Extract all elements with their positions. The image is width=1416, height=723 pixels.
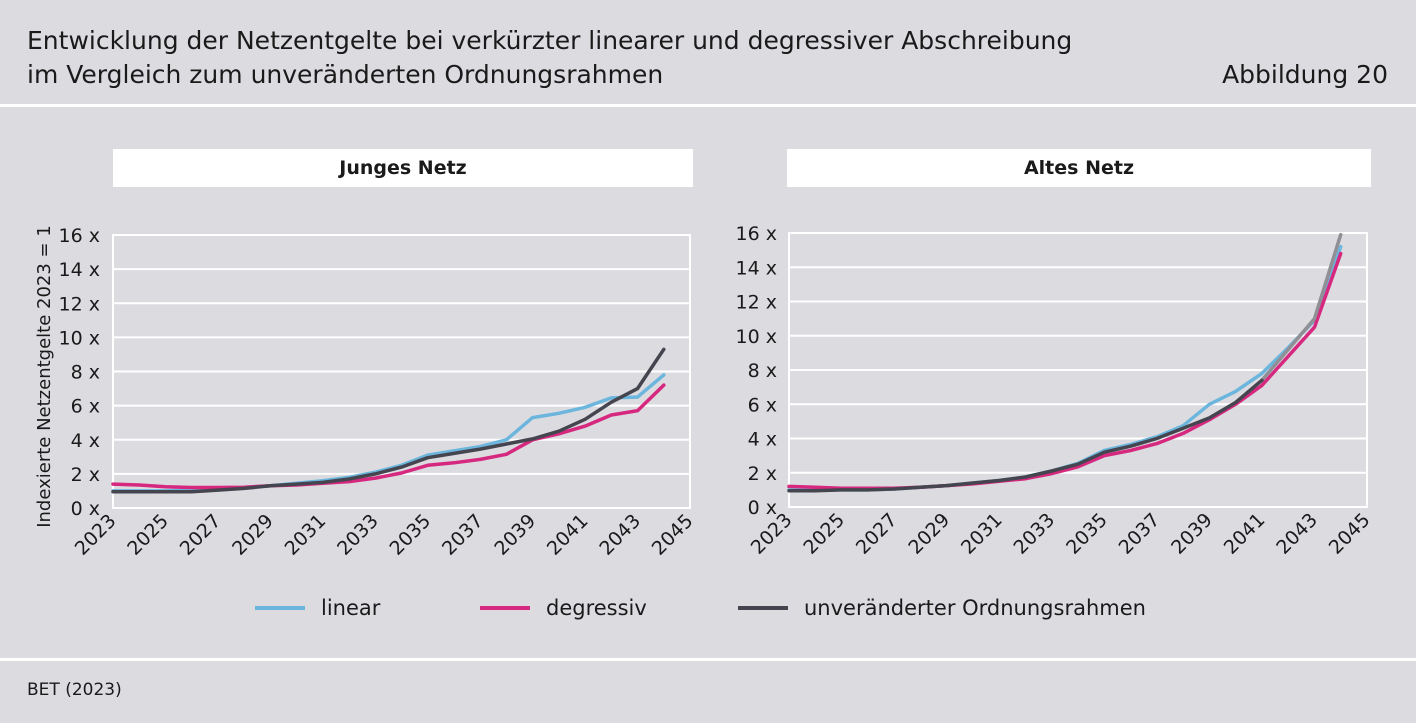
panel-title-right: Altes Netz (787, 149, 1371, 187)
title-line-1: Entwicklung der Netzentgelte bei verkürz… (27, 26, 1073, 55)
legend-swatch-degressiv (480, 606, 530, 610)
x-tick-label-0-10: 2043 (595, 510, 645, 560)
x-tick-label-1-7: 2037 (1115, 509, 1165, 559)
legend-swatch-unveraendert (738, 606, 788, 610)
legend-label-unveraendert: unveränderter Ordnungsrahmen (804, 596, 1146, 620)
x-tick-label-0-6: 2035 (386, 510, 436, 560)
series-line-1-2 (787, 378, 1264, 493)
x-tick-label-0-3: 2029 (228, 510, 278, 560)
x-tick-label-1-1: 2025 (799, 509, 849, 559)
y-tick-label-1-7: 14 x (736, 257, 777, 279)
y-tick-label-1-6: 12 x (736, 292, 777, 314)
title-line-2: im Vergleich zum unveränderten Ordnungsr… (27, 60, 664, 89)
x-tick-label-0-1: 2025 (123, 510, 173, 560)
x-tick-label-0-5: 2033 (333, 510, 383, 560)
legend-swatch-linear (255, 606, 305, 610)
bottom-divider (0, 658, 1416, 661)
x-tick-label-0-2: 2027 (176, 510, 226, 560)
x-tick-label-1-11: 2045 (1325, 509, 1375, 559)
x-tick-label-1-9: 2041 (1220, 509, 1270, 559)
y-tick-label-0-3: 6 x (71, 396, 100, 418)
y-tick-label-0-1: 2 x (71, 464, 100, 486)
y-tick-label-0-7: 14 x (59, 259, 100, 281)
top-divider (0, 104, 1416, 107)
y-tick-label-0-4: 8 x (71, 362, 100, 384)
legend-item-linear: linear (255, 594, 380, 622)
x-tick-label-1-2: 2027 (852, 509, 902, 559)
x-tick-label-1-6: 2035 (1062, 509, 1112, 559)
x-tick-label-0-4: 2031 (281, 510, 331, 560)
y-tick-label-1-4: 8 x (748, 360, 777, 382)
y-axis-label: Indexierte Netzentgelte 2023 = 1 (34, 225, 55, 528)
x-tick-label-0-8: 2039 (490, 510, 540, 560)
figure-label: Abbildung 20 (1222, 60, 1388, 89)
x-tick-label-0-9: 2041 (543, 510, 593, 560)
series-line-0-1 (111, 383, 666, 490)
x-tick-label-1-10: 2043 (1272, 509, 1322, 559)
y-tick-label-1-2: 4 x (748, 429, 777, 451)
y-tick-label-0-2: 4 x (71, 430, 100, 452)
legend-item-degressiv: degressiv (480, 594, 647, 622)
y-tick-label-0-8: 16 x (59, 225, 100, 247)
x-tick-label-1-3: 2029 (904, 509, 954, 559)
y-tick-label-1-3: 6 x (748, 394, 777, 416)
y-tick-label-0-5: 10 x (59, 327, 100, 349)
y-tick-label-1-8: 16 x (736, 223, 777, 245)
y-tick-label-1-1: 2 x (748, 463, 777, 485)
y-tick-label-0-6: 12 x (59, 293, 100, 315)
x-tick-label-1-8: 2039 (1167, 509, 1217, 559)
chart-title: Entwicklung der Netzentgelte bei verkürz… (27, 24, 1072, 92)
source-note: BET (2023) (27, 680, 122, 700)
y-tick-label-1-0: 0 x (748, 497, 777, 519)
panel-title-left: Junges Netz (113, 149, 693, 187)
x-tick-label-0-7: 2037 (438, 510, 488, 560)
y-tick-label-1-5: 10 x (736, 326, 777, 348)
x-tick-label-1-4: 2031 (957, 509, 1007, 559)
legend-label-linear: linear (321, 596, 381, 620)
series-line-0-2 (111, 347, 666, 494)
legend-item-unveraendert: unveränderter Ordnungsrahmen (738, 594, 1146, 622)
y-tick-label-0-0: 0 x (71, 498, 100, 520)
legend-label-degressiv: degressiv (546, 596, 647, 620)
x-tick-label-1-5: 2033 (1010, 509, 1060, 559)
series-line-1-3 (1260, 232, 1343, 383)
x-tick-label-0-11: 2045 (648, 510, 698, 560)
